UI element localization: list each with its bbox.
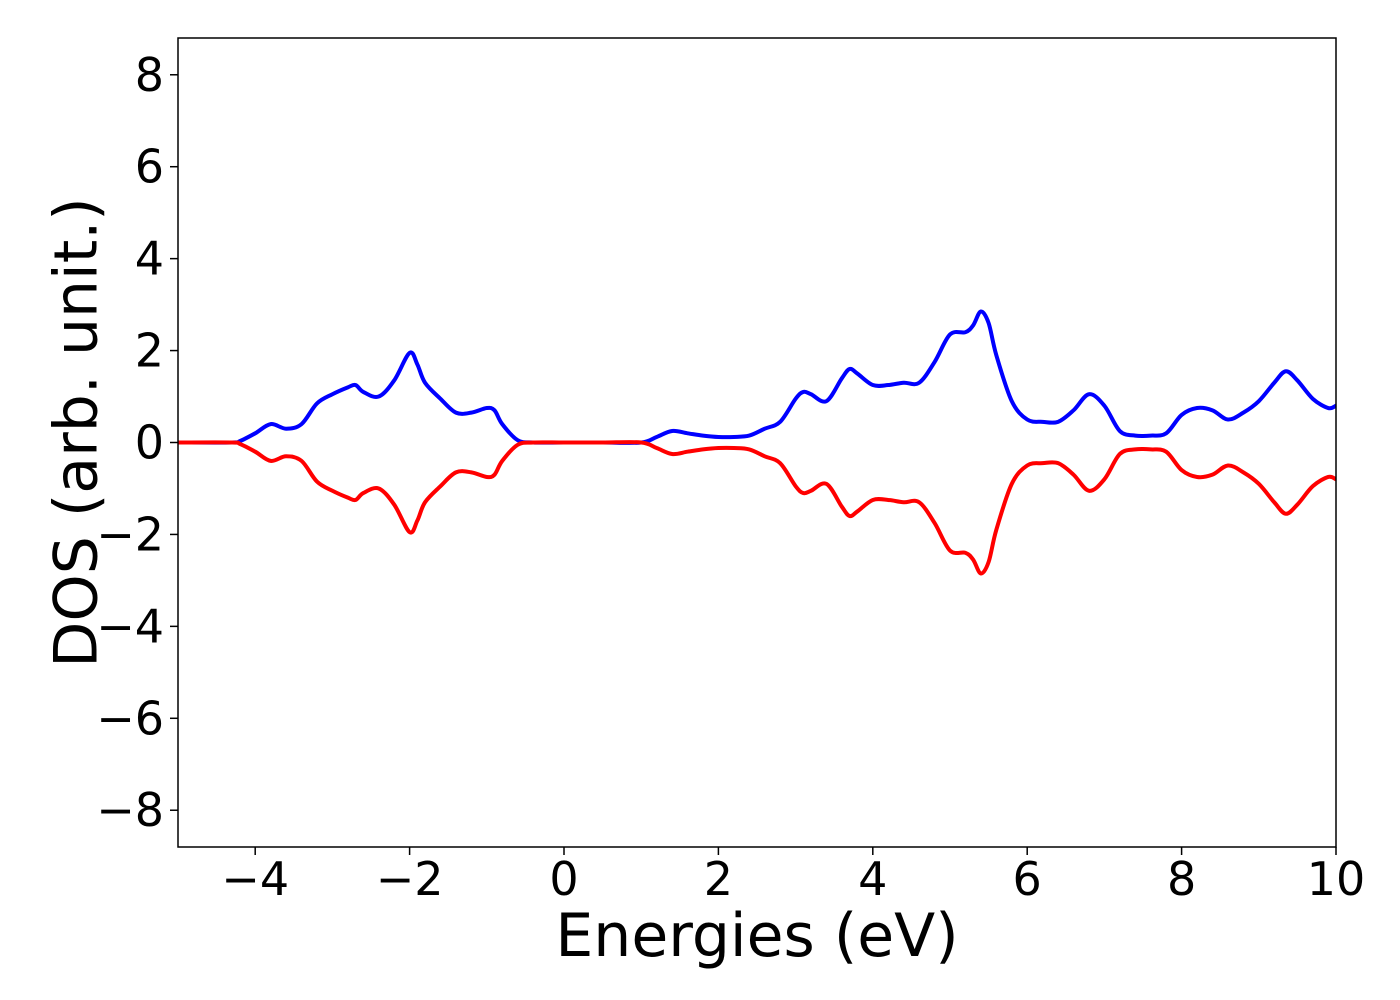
y-tick-label: 4 (135, 232, 164, 286)
x-axis-label: Energies (eV) (555, 901, 958, 971)
series-line-negative (178, 440, 1336, 576)
series-line-positive (178, 309, 1336, 445)
x-tick-label: 6 (1013, 852, 1042, 906)
x-tick-label: 2 (704, 852, 733, 906)
x-tick-label: −2 (376, 852, 444, 906)
x-tick-label: 0 (549, 852, 578, 906)
y-axis-ticks: 8 6 4 2 0 −2 −4 −6 −8 (96, 48, 178, 837)
y-tick-label: −4 (96, 599, 164, 653)
y-tick-label: −2 (96, 507, 164, 561)
x-tick-label: 4 (858, 852, 887, 906)
y-tick-label: −6 (96, 691, 164, 745)
y-tick-label: 8 (135, 48, 164, 102)
x-tick-label: 8 (1167, 852, 1196, 906)
y-tick-label: 6 (135, 140, 164, 194)
plot-frame (177, 37, 1337, 848)
y-tick-label: −8 (96, 783, 164, 837)
x-axis-ticks: −4 −2 0 2 4 6 8 10 (221, 847, 1365, 906)
y-tick-label: 2 (135, 324, 164, 378)
x-tick-label: −4 (221, 852, 289, 906)
y-tick-label: 0 (135, 416, 164, 470)
y-axis-label: DOS (arb. unit.) (42, 197, 112, 667)
x-tick-label: 10 (1307, 852, 1366, 906)
series-layer (178, 309, 1336, 576)
